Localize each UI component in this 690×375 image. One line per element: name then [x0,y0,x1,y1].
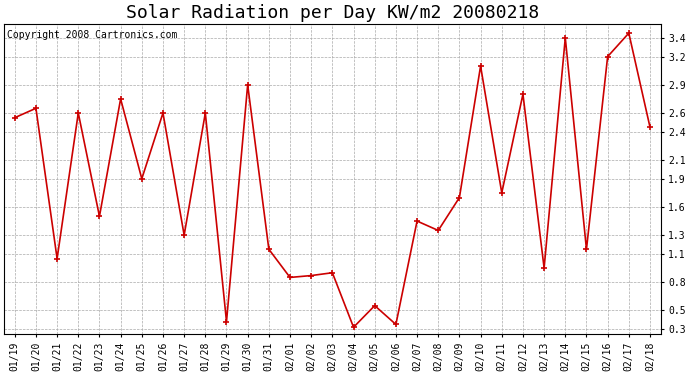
Text: Copyright 2008 Cartronics.com: Copyright 2008 Cartronics.com [8,30,178,40]
Title: Solar Radiation per Day KW/m2 20080218: Solar Radiation per Day KW/m2 20080218 [126,4,539,22]
